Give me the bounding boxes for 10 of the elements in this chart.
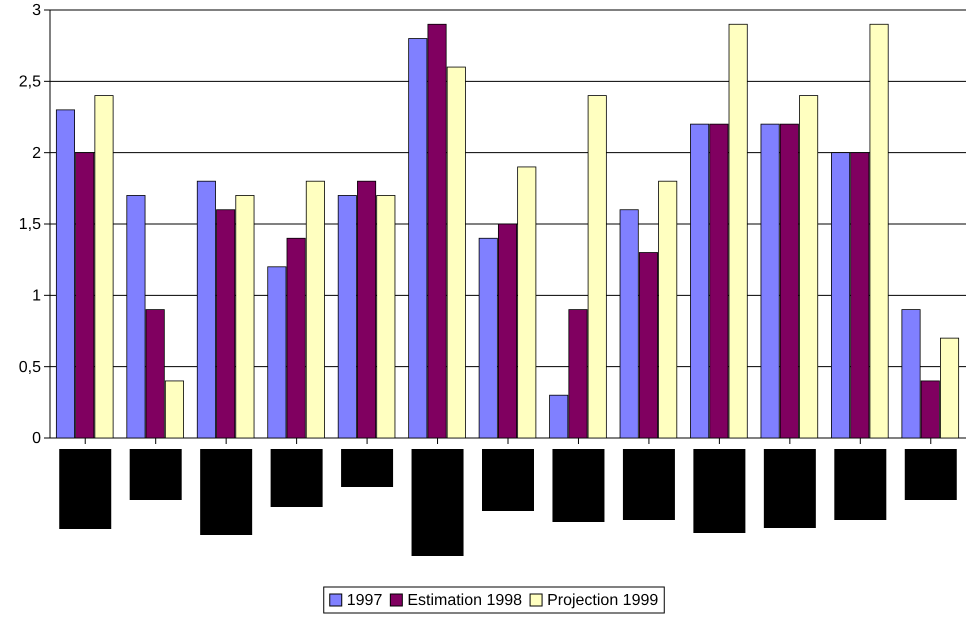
- legend-label: Projection 1999: [547, 592, 658, 609]
- legend-label: 1997: [346, 592, 382, 609]
- y-tick-label: 2,5: [18, 73, 42, 90]
- y-tick-label: 1: [32, 287, 42, 304]
- y-tick-label: 1,5: [18, 216, 42, 234]
- y-tick-label: 3: [32, 2, 42, 20]
- y-tick-label: 0: [32, 430, 42, 448]
- y-tick-label: 2: [32, 144, 42, 162]
- legend-label: Estimation 1998: [407, 592, 522, 609]
- y-tick-label: 0,5: [18, 358, 42, 376]
